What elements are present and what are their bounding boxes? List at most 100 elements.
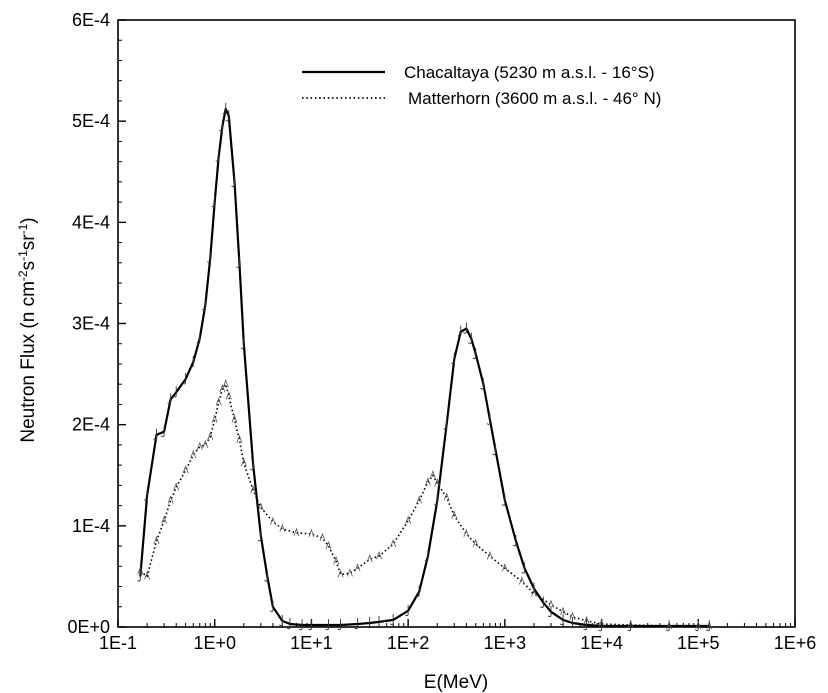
- matterhorn-data-point: [416, 495, 423, 504]
- chacaltaya-data-point: [279, 614, 283, 627]
- chacaltaya-series-line: [139, 107, 710, 628]
- x-tick-label: 1E+0: [193, 633, 236, 653]
- matterhorn-data-point: [240, 457, 247, 467]
- y-tick-label: 1E-4: [72, 516, 110, 536]
- matterhorn-data-point: [472, 538, 479, 548]
- y-tick-label: 2E-4: [72, 415, 110, 435]
- y-tick-label: 6E-4: [72, 10, 110, 30]
- matterhorn-data-point: [569, 611, 576, 621]
- chacaltaya-data-point: [486, 413, 491, 425]
- chacaltaya-data-point: [424, 550, 429, 562]
- chacaltaya-data-point: [706, 619, 710, 632]
- chacaltaya-data-point: [598, 619, 603, 632]
- matterhorn-data-point: [219, 384, 226, 393]
- chacaltaya-data-point: [468, 332, 472, 344]
- y-tick-label: 4E-4: [72, 212, 110, 232]
- matterhorn-data-point: [429, 470, 436, 479]
- matterhorn-data-point: [325, 540, 332, 550]
- matterhorn-legend-label: Matterhorn (3600 m a.s.l. - 46° N): [408, 89, 661, 108]
- chacaltaya-data-point: [354, 617, 359, 630]
- matterhorn-data-point: [706, 620, 713, 630]
- chacaltaya-data-point: [521, 562, 526, 574]
- matterhorn-data-point: [376, 550, 382, 560]
- matterhorn-data-point: [270, 516, 276, 525]
- chacaltaya-data-point: [325, 618, 329, 631]
- matterhorn-data-point: [153, 535, 160, 545]
- chacaltaya-data-point: [375, 615, 380, 628]
- matterhorn-data-point: [279, 523, 286, 533]
- chacaltaya-data-point: [207, 251, 211, 263]
- matterhorn-data-point: [167, 495, 174, 504]
- chacaltaya-data-point: [540, 596, 544, 608]
- matterhorn-data-point: [443, 492, 450, 501]
- chacaltaya-data-point: [366, 616, 371, 629]
- chacaltaya-data-point: [211, 196, 216, 208]
- matterhorn-data-point: [337, 569, 344, 578]
- matterhorn-data-point: [451, 510, 458, 519]
- matterhorn-data-point: [560, 606, 566, 615]
- chacaltaya-data-point: [190, 355, 194, 368]
- matterhorn-series-line: [139, 383, 710, 627]
- chacaltaya-data-point: [222, 103, 227, 115]
- chacaltaya-data-point: [389, 613, 394, 626]
- matterhorn-data-point: [196, 441, 203, 451]
- chacaltaya-data-point: [160, 425, 165, 437]
- chacaltaya-data-point: [443, 418, 448, 430]
- x-tick-label: 1E+5: [677, 633, 720, 653]
- matterhorn-data-point: [231, 414, 238, 423]
- matterhorn-data-point: [347, 568, 353, 577]
- matterhorn-data-point: [405, 515, 412, 524]
- chacaltaya-data-point: [559, 613, 564, 626]
- chacaltaya-data-point: [308, 618, 312, 631]
- x-axis-ticks: 1E-1 1E+0 1E+1 1E+2 1E+3 1E+4 1E+5 1E+6: [99, 619, 816, 653]
- chacaltaya-data-point: [695, 619, 699, 632]
- matterhorn-data-point: [486, 550, 493, 560]
- matterhorn-data-point: [333, 556, 339, 565]
- matterhorn-data-point: [222, 379, 229, 388]
- matterhorn-data-point: [225, 391, 232, 400]
- matterhorn-data-point: [548, 599, 554, 608]
- x-tick-label: 1E+4: [580, 633, 623, 653]
- chacaltaya-data-point: [569, 616, 573, 629]
- x-tick-label: 1E+3: [484, 633, 527, 653]
- matterhorn-data-point: [627, 619, 634, 629]
- matterhorn-data-point: [695, 620, 702, 630]
- marker-layer: [137, 103, 713, 632]
- chacaltaya-data-point: [215, 150, 220, 162]
- chacaltaya-data-point: [269, 600, 274, 613]
- y-tick-label: 0E+0: [67, 617, 110, 637]
- matterhorn-data-point: [425, 477, 431, 486]
- chacaltaya-data-point: [264, 570, 268, 582]
- matterhorn-data-point: [202, 439, 209, 449]
- chacaltaya-data-point: [501, 494, 506, 506]
- y-tick-label: 3E-4: [72, 314, 110, 334]
- matterhorn-data-point: [390, 538, 397, 548]
- chacaltaya-data-point: [172, 386, 177, 398]
- chacaltaya-data-point: [547, 605, 552, 618]
- matterhorn-data-point: [366, 554, 373, 563]
- matterhorn-data-point: [319, 532, 326, 542]
- chacaltaya-data-point: [286, 617, 291, 630]
- plot-frame: [117, 19, 796, 628]
- chacaltaya-data-point: [137, 570, 141, 582]
- chacaltaya-data-point: [627, 619, 632, 632]
- y-tick-label: 5E-4: [72, 111, 110, 131]
- matterhorn-data-point: [354, 563, 361, 572]
- chacaltaya-data-point: [404, 604, 409, 617]
- chacaltaya-data-point: [480, 378, 484, 390]
- matterhorn-data-point: [215, 397, 222, 406]
- chacaltaya-data-point: [153, 428, 157, 441]
- legend: Chacaltaya (5230 m a.s.l. - 16°S) Matterh…: [302, 63, 661, 108]
- x-tick-label: 1E+2: [387, 633, 430, 653]
- matterhorn-data-point: [463, 528, 470, 538]
- chacaltaya-data-point: [225, 110, 230, 122]
- chacaltaya-data-point: [202, 299, 206, 311]
- matterhorn-data-point: [434, 478, 441, 487]
- chacaltaya-data-point: [196, 332, 201, 344]
- chacaltaya-data-point: [182, 373, 187, 385]
- matterhorn-data-point: [519, 576, 525, 585]
- chacaltaya-legend-label: Chacaltaya (5230 m a.s.l. - 16°S): [404, 63, 655, 82]
- chacaltaya-data-point: [512, 535, 517, 547]
- chacaltaya-data-point: [337, 618, 341, 631]
